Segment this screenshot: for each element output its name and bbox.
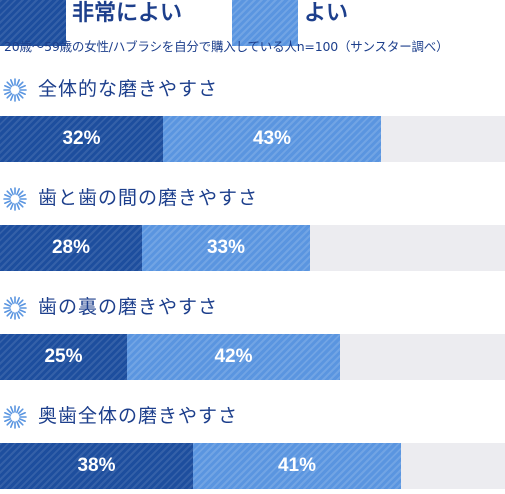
survey-note: 20歳〜59歳の女性/ハブラシを自分で購入している人n=100（サンスター調べ） <box>4 39 449 54</box>
bar-track: 28% 33% <box>0 225 505 271</box>
data-label: 42% <box>214 346 253 367</box>
sunburst-icon <box>3 187 27 211</box>
bar-track: 32% 43% <box>0 116 505 162</box>
bar-very-good: 28% <box>0 225 142 271</box>
data-label: 41% <box>277 455 317 476</box>
bar-very-good: 32% <box>0 116 163 162</box>
data-label: 32% <box>62 128 101 149</box>
sunburst-icon <box>3 78 27 102</box>
data-label: 43% <box>252 128 292 149</box>
sunburst-icon <box>3 296 27 320</box>
category-label: 歯の裏の磨きやすさ <box>38 296 219 318</box>
data-label: 25% <box>44 346 83 367</box>
bar-good: 43% <box>163 116 381 162</box>
category-label: 奥歯全体の磨きやすさ <box>38 405 239 427</box>
category-label: 歯と歯の間の磨きやすさ <box>38 187 259 209</box>
sunburst-icon <box>3 405 27 429</box>
bar-track: 38% 41% <box>0 443 505 489</box>
data-label: 38% <box>77 455 116 476</box>
legend-swatch-very-good <box>0 0 66 46</box>
bar-very-good: 25% <box>0 334 127 380</box>
bar-track: 25% 42% <box>0 334 505 380</box>
data-label: 28% <box>51 237 91 258</box>
legend: 非常によい よい <box>0 0 505 46</box>
stacked-bar-chart: 全体的な磨きやすさ 32% 43% 歯と歯の間の磨きやすさ 28% 33% 歯の裏の磨きやす… <box>0 70 505 494</box>
bar-good: 41% <box>193 443 401 489</box>
legend-swatch-good <box>232 0 298 46</box>
category-label: 全体的な磨きやすさ <box>38 78 219 100</box>
data-label: 33% <box>206 237 246 258</box>
legend-label-very-good: 非常によい <box>72 1 183 26</box>
bar-good: 33% <box>142 225 310 271</box>
bar-very-good: 38% <box>0 443 193 489</box>
bar-good: 42% <box>127 334 340 380</box>
legend-label-good: よい <box>304 1 349 26</box>
